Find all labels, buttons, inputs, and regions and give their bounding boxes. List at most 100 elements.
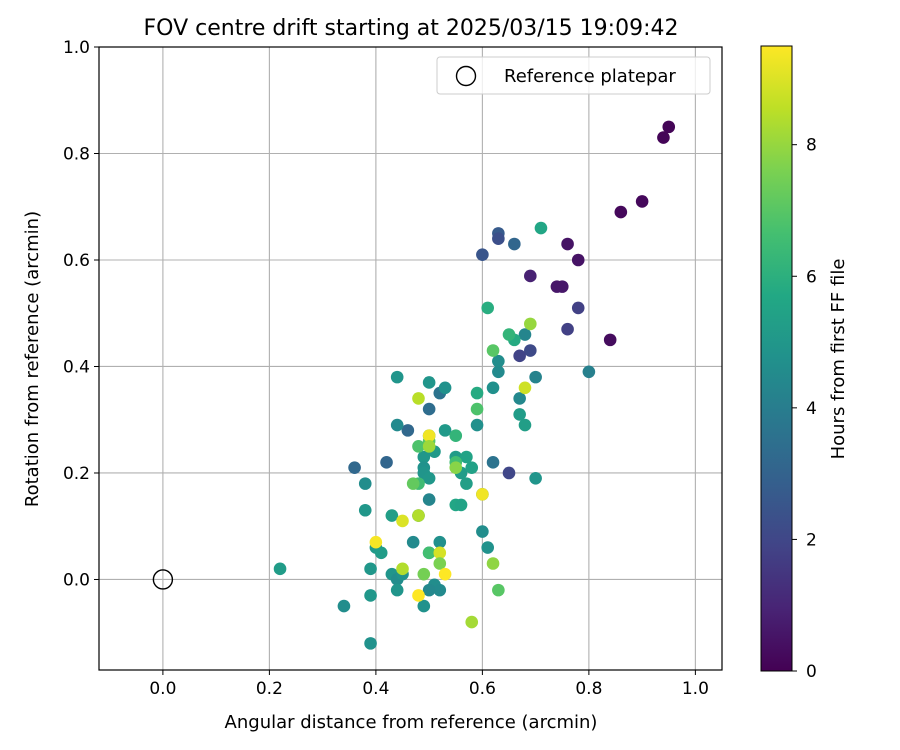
data-point bbox=[364, 562, 377, 576]
data-point bbox=[486, 381, 500, 395]
colorbar-tick-label: 8 bbox=[806, 136, 817, 156]
data-point bbox=[390, 583, 404, 597]
legend-box bbox=[436, 56, 711, 95]
data-point bbox=[486, 344, 500, 357]
data-point bbox=[524, 344, 537, 357]
data-point bbox=[358, 503, 372, 517]
colorbar-label: Hours from first FF file bbox=[828, 259, 849, 460]
data-point bbox=[422, 429, 436, 443]
x-tick-label: 0.8 bbox=[575, 679, 602, 699]
data-point bbox=[438, 424, 452, 437]
colorbar-tick-label: 6 bbox=[806, 267, 817, 287]
data-point bbox=[492, 583, 505, 597]
y-tick-label: 0.0 bbox=[63, 570, 90, 590]
data-point bbox=[380, 456, 393, 469]
x-tick-label: 1.0 bbox=[682, 679, 709, 699]
y-tick-label: 0.2 bbox=[63, 464, 90, 484]
data-point bbox=[401, 424, 415, 437]
data-point bbox=[412, 392, 425, 405]
data-point bbox=[412, 440, 425, 453]
data-point bbox=[417, 567, 431, 581]
data-point bbox=[406, 535, 420, 549]
data-point bbox=[438, 381, 452, 395]
x-tick-label: 0.2 bbox=[256, 679, 283, 699]
data-point bbox=[635, 195, 649, 208]
data-point bbox=[460, 450, 473, 464]
data-point bbox=[582, 365, 596, 379]
data-point bbox=[470, 386, 484, 400]
data-point bbox=[571, 301, 585, 315]
data-point bbox=[492, 354, 505, 368]
data-point bbox=[513, 408, 526, 421]
data-point bbox=[422, 493, 436, 506]
data-point bbox=[412, 509, 425, 522]
data-point bbox=[417, 450, 431, 464]
data-point bbox=[422, 546, 436, 560]
data-point bbox=[481, 541, 495, 554]
data-point bbox=[417, 599, 431, 613]
data-point bbox=[534, 221, 548, 235]
x-tick-label: 0.6 bbox=[469, 679, 496, 699]
data-point bbox=[481, 301, 495, 315]
data-point bbox=[369, 535, 383, 549]
data-point bbox=[524, 269, 537, 283]
chart-title: FOV centre drift starting at 2025/03/15 … bbox=[144, 16, 679, 41]
data-point bbox=[433, 557, 447, 570]
data-point bbox=[508, 237, 521, 251]
x-tick-label: 0.0 bbox=[149, 679, 176, 699]
y-tick-label: 0.6 bbox=[63, 251, 90, 271]
data-point bbox=[486, 456, 500, 469]
data-point bbox=[433, 535, 447, 549]
data-point bbox=[476, 248, 489, 261]
data-point bbox=[529, 472, 542, 485]
data-point bbox=[476, 487, 489, 501]
data-point bbox=[603, 333, 617, 347]
data-point bbox=[422, 376, 436, 389]
data-point bbox=[614, 205, 628, 219]
y-tick-label: 0.4 bbox=[63, 357, 90, 377]
data-point bbox=[561, 322, 574, 336]
data-point bbox=[492, 232, 505, 245]
reference-marker bbox=[152, 569, 174, 590]
data-point bbox=[396, 562, 409, 576]
x-axis-label: Angular distance from reference (arcmin) bbox=[225, 712, 598, 733]
data-point bbox=[390, 370, 404, 384]
data-point bbox=[433, 546, 447, 560]
data-point bbox=[518, 418, 532, 432]
data-point bbox=[513, 349, 526, 363]
grid bbox=[99, 46, 722, 670]
data-point bbox=[465, 461, 479, 474]
data-point bbox=[273, 562, 287, 576]
data-point bbox=[502, 466, 516, 480]
data-point bbox=[657, 131, 670, 144]
data-point bbox=[449, 429, 463, 443]
data-point bbox=[492, 365, 505, 379]
data-point bbox=[412, 589, 425, 602]
data-point bbox=[396, 514, 409, 528]
y-tick-label: 1.0 bbox=[63, 38, 90, 58]
colorbar-tick-label: 0 bbox=[806, 662, 817, 682]
x-tick-label: 0.4 bbox=[362, 679, 389, 699]
x-ticks: 0.0 0.2 0.4 0.6 0.8 1.0 bbox=[149, 670, 709, 699]
data-point bbox=[555, 280, 569, 293]
data-point bbox=[502, 328, 516, 341]
legend-label: Reference platepar bbox=[504, 66, 676, 87]
data-point bbox=[486, 557, 500, 570]
data-point bbox=[364, 589, 377, 602]
data-point bbox=[433, 583, 447, 597]
scatter-points bbox=[273, 120, 676, 650]
data-point bbox=[518, 328, 532, 341]
reference-point bbox=[152, 569, 174, 590]
data-point bbox=[406, 477, 420, 490]
data-point bbox=[561, 237, 574, 251]
data-point bbox=[454, 498, 468, 512]
data-point bbox=[518, 381, 532, 395]
data-point bbox=[422, 583, 436, 597]
legend-marker-icon bbox=[455, 65, 477, 87]
y-tick-label: 0.8 bbox=[63, 144, 90, 164]
colorbar-ticks: 0 2 4 6 8 bbox=[792, 136, 817, 682]
colorbar-tick-label: 4 bbox=[806, 399, 817, 419]
data-point bbox=[529, 370, 542, 384]
data-point bbox=[422, 402, 436, 416]
